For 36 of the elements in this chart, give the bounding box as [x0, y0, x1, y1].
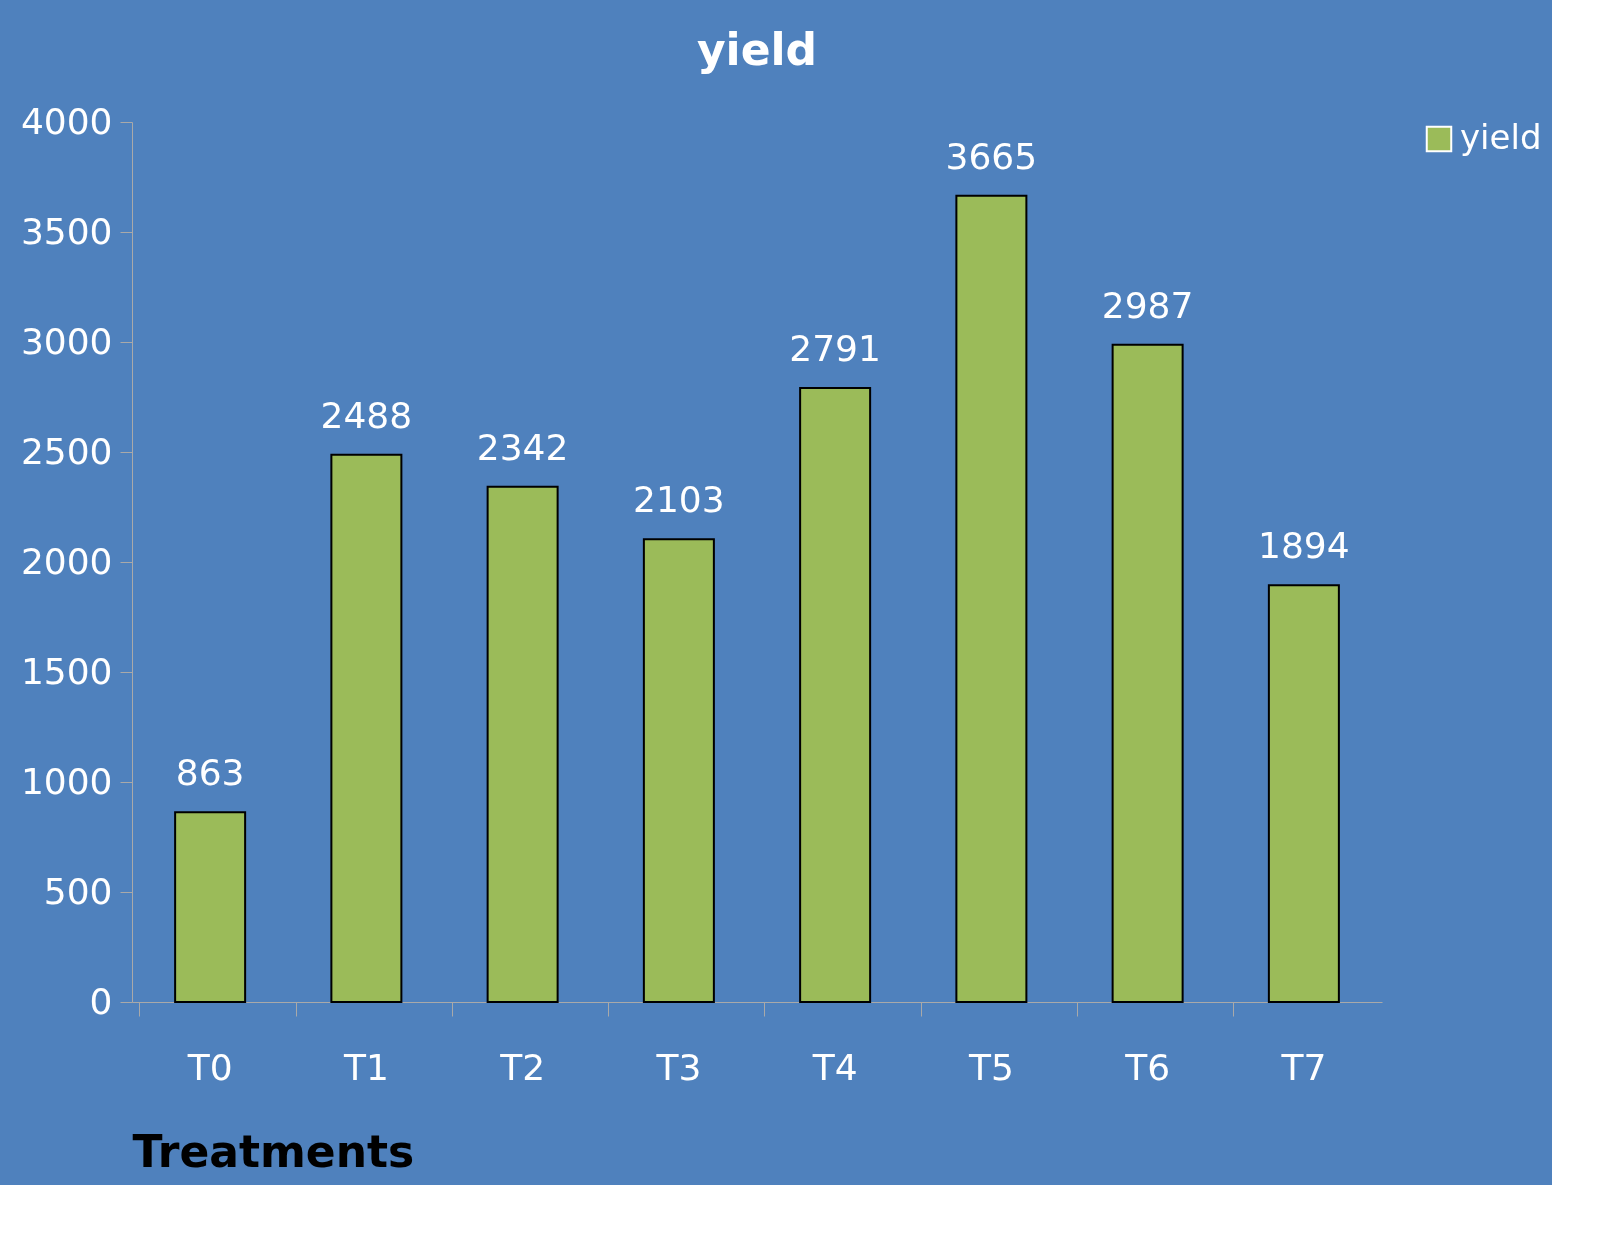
bar	[955, 194, 1028, 1003]
y-tick-label: 3000	[20, 320, 113, 362]
x-tick-label: T6	[1124, 1046, 1171, 1088]
x-tick-label: T0	[186, 1046, 233, 1088]
y-tick-label: 500	[43, 870, 113, 912]
data-label: 2987	[1101, 284, 1194, 326]
y-tick-label: 3500	[20, 210, 113, 252]
data-label: 2488	[320, 394, 413, 436]
y-tick-label: 2000	[20, 540, 113, 582]
y-tick-label: 0	[89, 980, 113, 1022]
data-label: 2103	[633, 479, 725, 521]
bar	[1111, 343, 1184, 1003]
bar	[799, 386, 872, 1003]
y-tick-label: 1000	[20, 760, 113, 802]
chart-title: yield	[696, 24, 818, 75]
x-axis-title: Treatments	[132, 1125, 415, 1177]
x-tick-label: T1	[342, 1046, 389, 1088]
x-tick-label: T4	[811, 1046, 858, 1088]
bar	[486, 485, 559, 1003]
x-tick-label: T3	[655, 1046, 702, 1088]
x-tick-label: T5	[967, 1046, 1014, 1088]
data-label: 2791	[789, 327, 881, 369]
data-label: 863	[175, 752, 245, 794]
data-label: 3665	[945, 135, 1038, 177]
bar	[330, 453, 403, 1003]
bar	[642, 538, 715, 1003]
x-tick-label: T2	[499, 1046, 546, 1088]
data-label: 2342	[476, 426, 569, 468]
x-tick-label: T7	[1280, 1046, 1327, 1088]
legend-label: yield	[1460, 117, 1542, 157]
data-label: 1894	[1258, 525, 1350, 567]
y-tick-label: 2500	[20, 430, 113, 472]
bar	[1267, 584, 1340, 1003]
y-tick-label: 1500	[20, 650, 113, 692]
bar	[174, 811, 247, 1003]
y-tick-label: 4000	[20, 100, 113, 142]
